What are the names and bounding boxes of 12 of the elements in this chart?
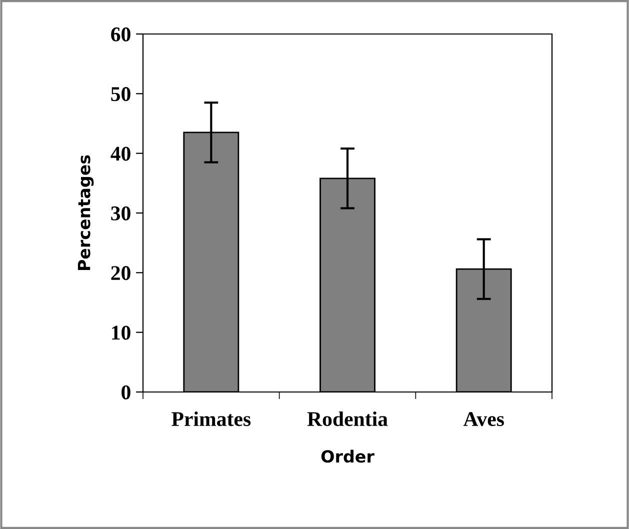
x-tick-label: Rodentia: [307, 411, 388, 426]
y-tick-label: 0: [122, 385, 130, 400]
x-axis-title: Order: [321, 450, 374, 463]
y-axis-title: Percentages: [78, 155, 94, 270]
y-tick-label: 40: [110, 146, 130, 161]
y-tick-label: 30: [111, 206, 130, 220]
y-tick-label: 20: [111, 266, 130, 280]
x-tick-label: Aves: [463, 412, 504, 426]
x-tick-label: Primates: [172, 411, 251, 426]
y-tick-label: 10: [112, 326, 130, 340]
y-tick-label: 60: [111, 27, 130, 42]
y-tick-label: 50: [111, 87, 130, 102]
